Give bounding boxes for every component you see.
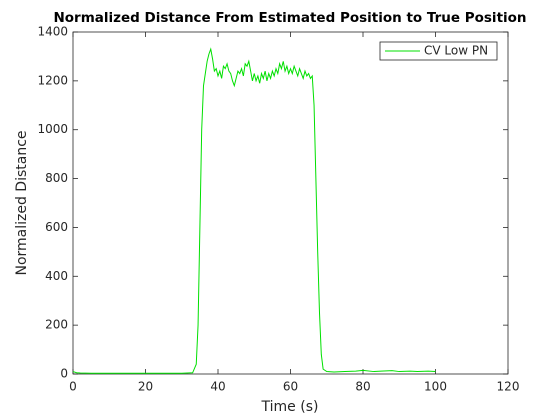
y-tick-label: 600 (45, 220, 68, 234)
chart-title: Normalized Distance From Estimated Posit… (53, 10, 526, 26)
x-tick-label: 120 (497, 380, 520, 394)
x-tick-label: 100 (424, 380, 447, 394)
y-tick-label: 1400 (37, 25, 68, 39)
y-tick-label: 200 (45, 318, 68, 332)
x-tick-label: 60 (283, 380, 298, 394)
legend-box (379, 41, 498, 61)
x-tick-label: 40 (210, 380, 225, 394)
x-tick-label: 80 (355, 380, 370, 394)
y-tick-label: 800 (45, 171, 68, 185)
y-tick-label: 1200 (37, 73, 68, 87)
x-tick-label: 20 (138, 380, 153, 394)
data-line (72, 47, 436, 374)
y-tick-label: 0 (60, 367, 68, 381)
y-axis-label: Normalized Distance (14, 130, 30, 275)
y-tick-label: 1000 (37, 122, 68, 136)
y-tick-label: 400 (45, 269, 68, 283)
x-tick-label: 0 (69, 380, 77, 394)
x-axis-label: Time (s) (261, 399, 319, 415)
legend-label: CV Low PN (424, 44, 488, 58)
